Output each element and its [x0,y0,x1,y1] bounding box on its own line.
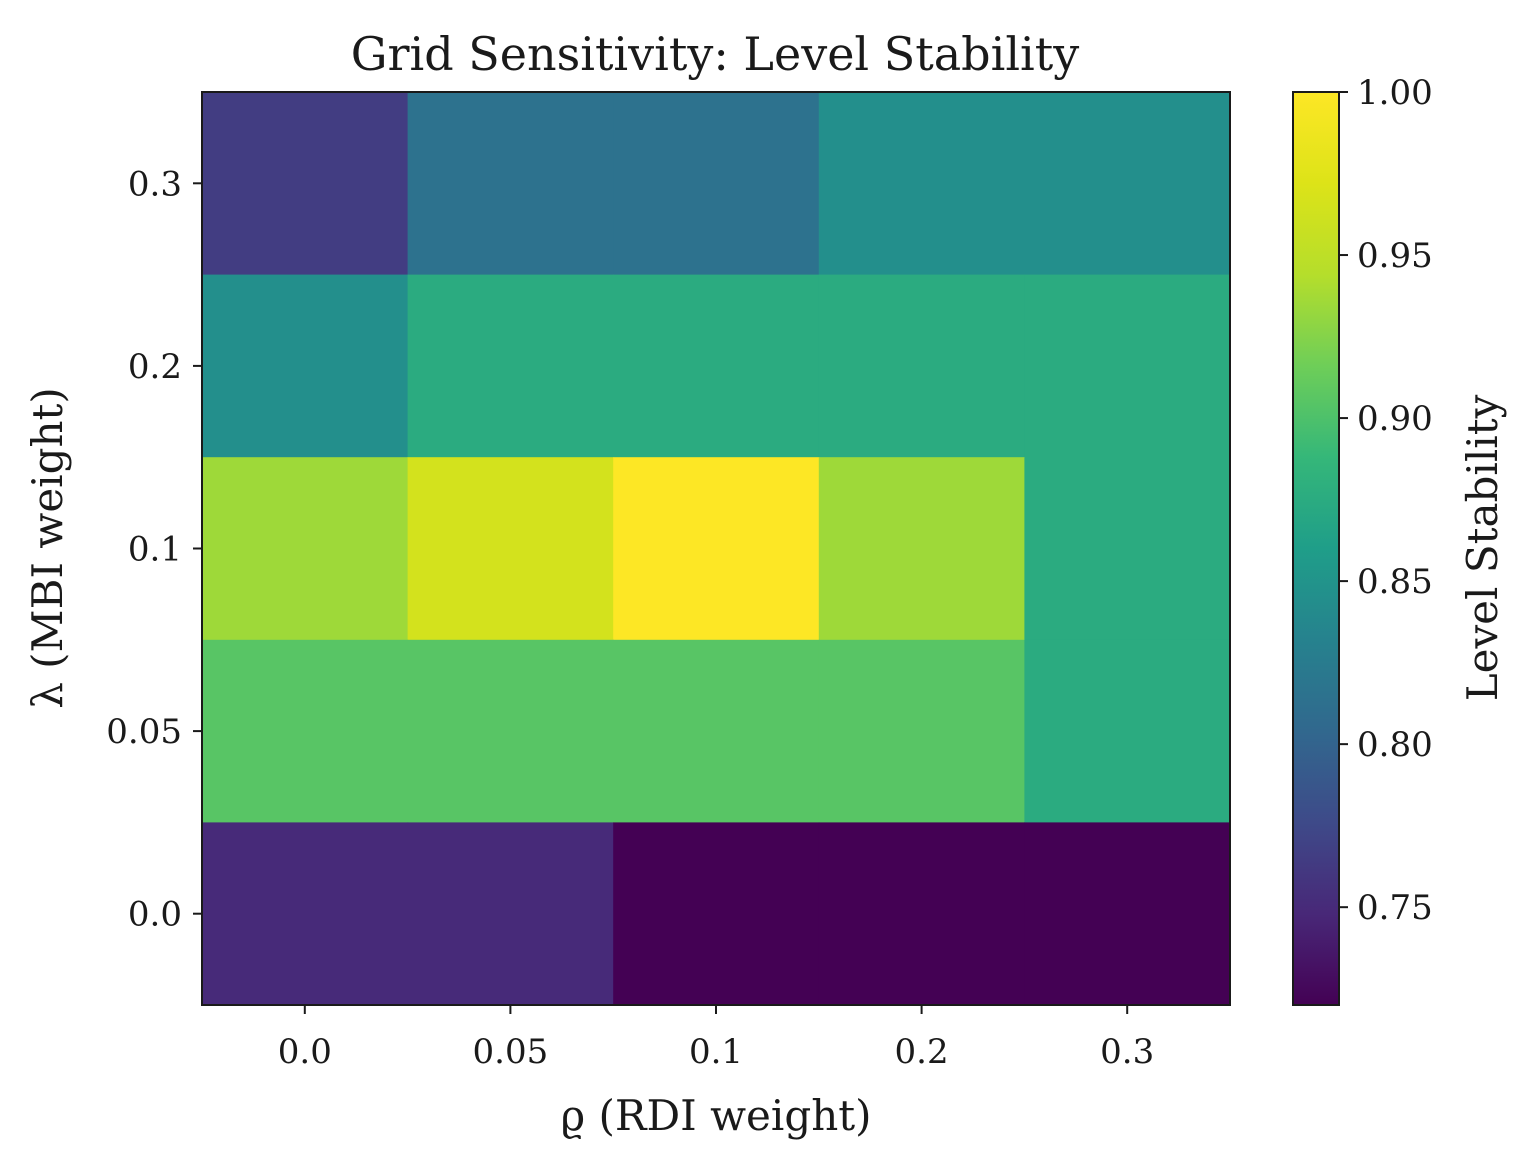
x-tick-label: 0.05 [473,1032,549,1072]
heatmap-cell [407,92,614,276]
heatmap-cell [202,639,409,823]
x-tick-label: 0.1 [689,1032,743,1072]
heatmap-cell [202,92,409,276]
y-tick-label: 0.2 [128,347,182,387]
heatmap-cell [613,457,820,641]
colorbar-tick-label: 0.85 [1357,562,1433,602]
chart-title: Grid Sensitivity: Level Stability [351,27,1079,81]
heatmap-cell [818,92,1025,276]
heatmap-cell [613,822,820,1006]
x-axis-ticks: 0.0 0.05 0.1 0.2 0.3 [278,1005,1154,1072]
heatmap-cell [818,822,1025,1006]
heatmap-cell [1024,639,1231,823]
heatmap-cell [1024,822,1231,1006]
heatmap-cell [613,639,820,823]
heatmap-cell [202,457,409,641]
heatmap-cell [613,274,820,458]
heatmap-cell [202,274,409,458]
y-tick-label: 0.3 [128,164,182,204]
heatmap-cell [202,822,409,1006]
heatmap-cell [818,639,1025,823]
y-tick-label: 0.05 [106,712,182,752]
x-tick-label: 0.3 [1100,1032,1154,1072]
colorbar-tick-label: 1.00 [1357,73,1433,113]
heatmap-cell [613,92,820,276]
colorbar-label: Level Stability [1458,394,1507,701]
heatmap-cell [1024,92,1231,276]
colorbar-ticks: 0.75 0.80 0.85 0.90 0.95 1.00 [1339,73,1433,928]
x-tick-label: 0.2 [895,1032,949,1072]
heatmap-cell [407,639,614,823]
heatmap-cell [407,274,614,458]
heatmap-cell [818,274,1025,458]
heatmap-cells [202,92,1231,1006]
heatmap-cell [818,457,1025,641]
colorbar-tick-label: 0.90 [1357,399,1433,439]
colorbar-tick-label: 0.95 [1357,236,1433,276]
heatmap-cell [1024,457,1231,641]
colorbar-tick-label: 0.75 [1357,888,1433,928]
x-axis-label: ϱ (RDI weight) [560,1091,871,1140]
heatmap-cell [407,457,614,641]
x-tick-label: 0.0 [278,1032,332,1072]
heatmap-cell [1024,274,1231,458]
colorbar-tick-label: 0.80 [1357,725,1433,765]
y-axis-label: λ (MBI weight) [23,387,72,709]
y-axis-ticks: 0.3 0.2 0.1 0.05 0.0 [106,164,202,935]
y-tick-label: 0.0 [128,895,182,935]
colorbar [1292,91,1340,1006]
heatmap-cell [407,822,614,1006]
y-tick-label: 0.1 [128,530,182,570]
